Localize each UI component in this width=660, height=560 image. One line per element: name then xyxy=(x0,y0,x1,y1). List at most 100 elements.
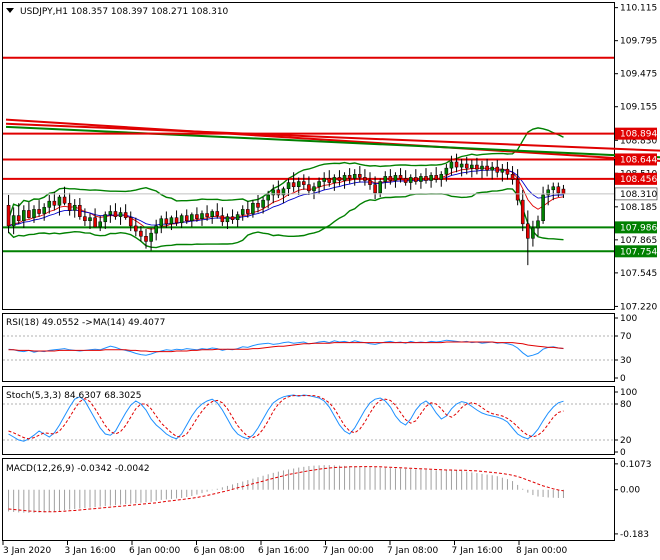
collapse-arrow-icon[interactable] xyxy=(6,8,14,13)
macd-axis-label: 0.1073 xyxy=(620,460,652,470)
candle-body xyxy=(169,217,174,225)
macd-axis-label: 0.00 xyxy=(620,486,640,496)
price-panel-frame xyxy=(2,2,615,310)
candle-body xyxy=(154,225,158,234)
price-axis-label: 108.185 xyxy=(620,203,657,213)
candle-body xyxy=(230,216,235,220)
time-axis-label: 7 Jan 16:00 xyxy=(452,546,504,556)
slow-ma-line xyxy=(8,169,564,227)
price-panel-title: USDJPY,H1 108.357 108.397 108.271 108.31… xyxy=(20,7,229,17)
candle-body xyxy=(235,214,240,220)
candle-body xyxy=(184,215,189,222)
rsi-axis-label: 70 xyxy=(620,332,632,342)
rsi-plot xyxy=(3,335,614,361)
rsi-axis-label: 0 xyxy=(620,374,626,384)
candle-body xyxy=(72,205,77,211)
price-axis-label: 108.830 xyxy=(620,136,657,146)
candle-body xyxy=(57,196,62,206)
candle-body xyxy=(256,202,260,208)
candle-body xyxy=(291,182,296,187)
candle-body xyxy=(408,177,413,183)
level-price-label: 108.456 xyxy=(620,175,657,185)
candle-body xyxy=(520,199,525,225)
candle-body xyxy=(531,227,535,239)
candle-body xyxy=(317,181,321,187)
candle-body xyxy=(393,175,398,181)
price-plot xyxy=(3,56,660,266)
level-price-tag xyxy=(615,172,657,185)
bollinger-lower-line xyxy=(8,188,564,249)
candle-body xyxy=(266,194,270,201)
candle-body xyxy=(16,215,21,222)
candle-body xyxy=(37,209,41,214)
rsi-panel-frame xyxy=(2,313,615,382)
level-price-tag xyxy=(615,127,657,140)
candle-body xyxy=(363,177,367,181)
candle-body xyxy=(495,166,500,173)
level-price-label: 108.894 xyxy=(620,130,657,140)
candle-body xyxy=(510,174,515,180)
axes: 110.115109.795109.475109.155108.830108.5… xyxy=(2,4,657,556)
level-price-label: 107.986 xyxy=(620,223,657,233)
candle-body xyxy=(22,210,26,222)
candle-body xyxy=(27,210,31,218)
candle-body xyxy=(444,167,449,175)
price-axis-label: 107.220 xyxy=(620,302,657,312)
fast-ma-line xyxy=(8,167,564,230)
time-axis-label: 6 Jan 16:00 xyxy=(258,546,310,556)
price-axis-label: 109.475 xyxy=(620,70,657,80)
time-axis-label: 7 Jan 08:00 xyxy=(387,546,439,556)
candle-body xyxy=(551,186,556,191)
time-axis-label: 3 Jan 16:00 xyxy=(65,546,117,556)
candle-body xyxy=(159,218,164,227)
candle-body xyxy=(541,194,545,222)
candle-body xyxy=(337,177,342,181)
candle-body xyxy=(174,217,179,224)
candle-body xyxy=(88,217,92,222)
macd-signal-line xyxy=(8,466,564,513)
candle-body xyxy=(42,207,46,214)
candle-body xyxy=(414,177,418,182)
candle-body xyxy=(118,212,123,217)
candle-body xyxy=(358,174,362,178)
level-price-tag xyxy=(615,221,657,234)
candle-body xyxy=(164,218,169,225)
price-axis-label: 107.865 xyxy=(620,236,657,246)
candle-body xyxy=(62,196,67,204)
candle-body xyxy=(332,177,337,183)
time-axis-label: 6 Jan 00:00 xyxy=(129,546,181,556)
candle-body xyxy=(302,181,306,185)
candle-body xyxy=(322,178,326,182)
candle-body xyxy=(449,161,454,169)
candle-body xyxy=(210,211,214,217)
candle-body xyxy=(190,214,194,222)
candle-body xyxy=(286,182,291,190)
rsi-axis-label: 30 xyxy=(620,356,632,366)
candle-body xyxy=(434,175,438,180)
candle-body xyxy=(47,200,52,208)
candle-body xyxy=(195,214,199,219)
trend-line-3 xyxy=(5,122,660,152)
candle-body xyxy=(271,189,276,196)
candle-body xyxy=(67,202,72,211)
candle-body xyxy=(439,174,444,180)
candle-body xyxy=(251,202,255,214)
candle-body xyxy=(11,215,16,227)
candle-body xyxy=(398,175,403,179)
candle-body xyxy=(505,168,510,175)
candle-body xyxy=(83,216,87,222)
candle-body xyxy=(281,188,286,196)
candle-body xyxy=(179,215,184,224)
candle-body xyxy=(123,212,128,218)
level-price-label: 107.754 xyxy=(620,247,657,257)
stoch-axis-label: 20 xyxy=(620,436,632,446)
candle-body xyxy=(347,175,352,179)
candle-body xyxy=(93,217,97,228)
level-price-tag xyxy=(615,245,657,258)
candle-body xyxy=(536,220,540,229)
candle-body xyxy=(490,166,494,171)
level-price-tag xyxy=(615,153,657,166)
stoch-series-signal xyxy=(8,395,564,440)
macd-panel-title: MACD(12,26,9) -0.0342 -0.0042 xyxy=(6,464,150,474)
candle-body xyxy=(246,209,250,214)
